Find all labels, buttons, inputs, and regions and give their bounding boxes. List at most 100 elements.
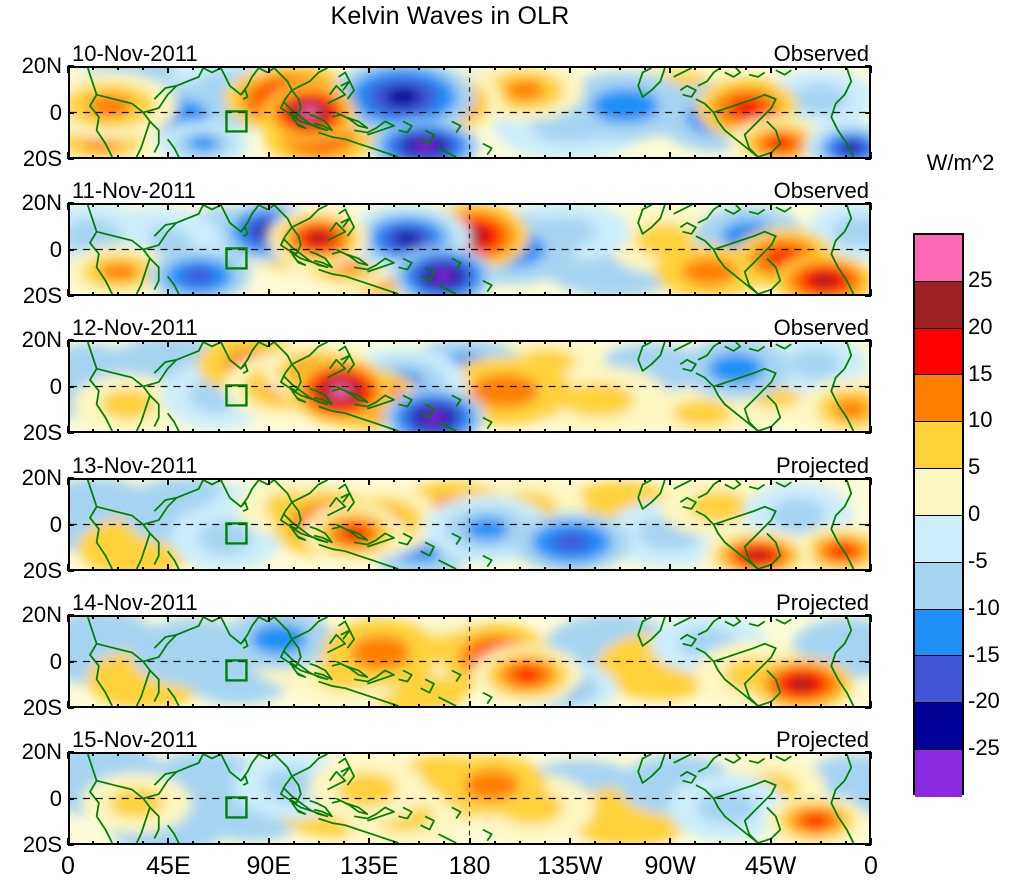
axis-tick [117,155,120,159]
axis-tick [669,426,672,433]
axis-tick [167,66,170,73]
axis-tick [644,615,647,619]
axis-tick [865,844,871,846]
axis-tick [719,615,722,619]
y-axis-ticklabels: 20N 0 20S [0,467,62,582]
axis-tick [543,615,546,619]
axis-tick [865,202,871,204]
axis-tick [443,66,446,70]
axis-tick [794,841,797,845]
axis-tick [267,289,270,296]
axis-tick [819,292,822,296]
axis-tick [468,152,471,159]
axis-tick [468,752,471,759]
axis-tick [619,567,622,571]
axis-tick [67,615,69,622]
axis-tick [593,203,596,207]
axis-tick [744,615,747,619]
axis-tick [67,564,69,571]
axis-tick [794,340,797,344]
olr-map[interactable] [68,478,871,571]
axis-tick [142,429,145,433]
panel-date-label: 14-Nov-2011 [72,590,198,615]
axis-tick [167,426,170,433]
axis-tick [870,564,872,571]
axis-tick [744,66,747,70]
axis-tick [68,385,74,388]
axis-tick [67,478,69,485]
axis-tick [68,570,74,572]
axis-tick [619,203,622,207]
axis-tick [142,615,145,619]
axis-tick [819,155,822,159]
axis-tick [468,289,471,296]
panel-ticks [67,477,872,572]
axis-tick [368,203,371,210]
axis-tick [543,340,546,344]
axis-tick [393,615,396,619]
axis-tick [167,838,170,845]
axis-tick [694,478,697,482]
axis-tick [443,567,446,571]
axis-tick [619,155,622,159]
axis-tick [619,66,622,70]
axis-tick [68,295,74,297]
axis-tick [619,841,622,845]
axis-tick [267,615,270,622]
axis-tick [870,838,872,845]
axis-tick [92,841,95,845]
olr-map[interactable] [68,340,871,433]
axis-tick [117,615,120,619]
colorbar-tick-label: 0 [968,501,981,526]
olr-map[interactable] [68,66,871,159]
axis-tick [92,429,95,433]
axis-tick [819,340,822,344]
axis-tick [819,752,822,756]
axis-tick [217,155,220,159]
y-axis-tick-label: 0 [49,648,62,674]
x-axis-tick-label: 90W [644,852,696,880]
axis-tick [217,429,220,433]
axis-tick [744,292,747,296]
x-axis-tick-label: 135E [339,852,399,880]
axis-tick [92,66,95,70]
axis-tick [142,704,145,708]
panel-ticks [67,202,872,297]
axis-tick [292,704,295,708]
panel-header: 13-Nov-2011 Projected [68,453,871,479]
axis-tick [543,203,546,207]
axis-tick [593,615,596,619]
axis-tick [443,292,446,296]
axis-tick [518,841,521,845]
axis-tick [92,567,95,571]
axis-tick [794,752,797,756]
axis-tick [343,704,346,708]
axis-tick [468,203,471,210]
axis-tick [719,66,722,70]
axis-tick [292,615,295,619]
axis-tick [870,66,872,73]
axis-tick [694,203,697,207]
colorbar[interactable] [913,233,964,797]
axis-tick [719,752,722,756]
axis-tick [142,66,145,70]
axis-tick [694,292,697,296]
axis-tick [593,66,596,70]
panel-ticks [67,614,872,709]
axis-tick [68,707,74,709]
axis-tick [292,340,295,344]
axis-tick [644,567,647,571]
axis-tick [669,152,672,159]
axis-tick [117,752,120,756]
axis-tick [619,615,622,619]
axis-tick [242,615,245,619]
axis-tick [418,203,421,207]
axis-tick [142,752,145,756]
axis-tick [68,339,74,341]
axis-tick [393,704,396,708]
axis-tick [217,340,220,344]
colorbar-band [915,515,962,563]
axis-tick [694,752,697,756]
axis-tick [769,340,772,347]
axis-tick [443,841,446,845]
